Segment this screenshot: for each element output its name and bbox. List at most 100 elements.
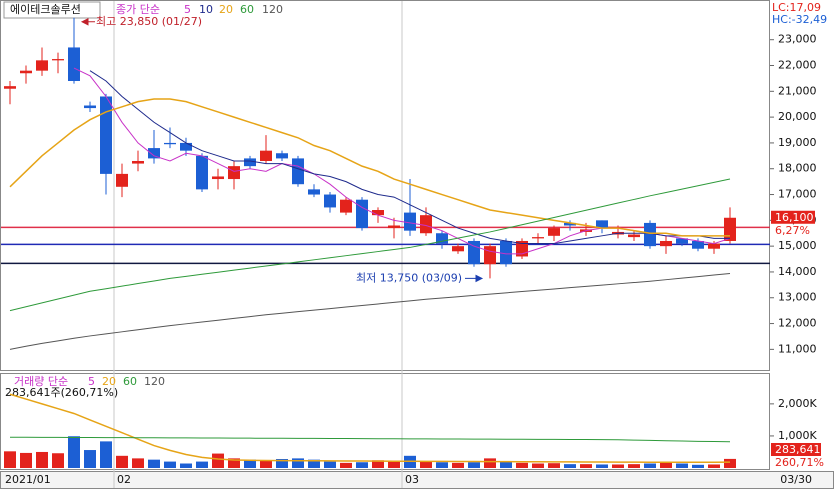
volume-bar [612,464,624,468]
last-volume-label: 283,641 [775,443,821,456]
legend-prefix: 거래량 단순 [14,375,68,388]
volume-bar [100,441,112,468]
volume-bar [644,463,656,468]
volume-bar [164,461,176,468]
low-annotation: 최저 13,750 (03/09) [356,271,462,284]
candle-body [244,158,256,167]
high-annotation: 최고 23,850 (01/27) [96,15,202,28]
legend-item: 20 [219,3,233,16]
candle-body [532,237,544,239]
candle-body [484,246,496,265]
volume-bar [68,436,80,468]
y-tick-label: 15,000 [778,239,817,252]
last-volume-change: 260,71% [775,456,824,469]
candle-body [644,222,656,247]
volume-bar [596,464,608,468]
candle-body [724,217,736,241]
volume-bar [548,463,560,468]
candle-body [180,142,192,151]
candle-body [100,96,112,174]
volume-bar [484,458,496,468]
volume-bar [340,462,352,468]
candle-body [164,142,176,145]
candle-body [548,228,560,236]
candle-body [404,212,416,231]
y-tick-label: 23,000 [778,33,817,46]
candle-body [228,166,240,180]
volume-bar [692,464,704,468]
volume-bar [212,453,224,468]
volume-bar [4,451,16,468]
legend-prefix: 종가 단순 [116,3,160,16]
legend-item: 60 [123,375,137,388]
y-tick-label: 13,000 [778,291,817,304]
candle-body [372,210,384,216]
y-tick-label: 12,000 [778,317,817,330]
volume-bar [388,460,400,468]
candle-body [276,153,288,159]
volume-legend-value: 283,641주(260,71%) [5,386,118,399]
legend-item: 20 [102,375,116,388]
volume-bar [372,460,384,468]
last-change-label: 6,27% [775,224,810,237]
legend-item: 60 [240,3,254,16]
volume-bar [276,459,288,468]
x-tick-label: 03 [405,473,419,486]
ma-line [9,272,731,350]
candle-body [420,215,432,234]
volume-bar [468,462,480,468]
candle-body [4,86,16,89]
volume-bar [292,458,304,468]
candle-body [324,194,336,208]
candle-body [708,243,720,249]
volume-bar [116,455,128,468]
volume-bar [564,464,576,468]
volume-bar [180,463,192,468]
volume-bar [132,458,144,468]
legend-item: 120 [144,375,165,388]
x-tick-label: 2021/01 [5,473,51,486]
candle-body [356,199,368,229]
candle-body [596,220,608,229]
candle-body [260,150,272,161]
volume-bar [628,464,640,468]
candle-body [436,233,448,244]
stock-name: 에이테크솔루션 [10,3,81,16]
volume-bar [260,460,272,468]
candle-body [500,240,512,265]
stock-box[interactable] [3,1,101,19]
volume-bar [516,462,528,468]
y-tick-label: 14,000 [778,265,817,278]
hc-indicator: HC:-32,49 [772,13,827,26]
legend-item: 10 [199,3,213,16]
candle-body [628,234,640,238]
candle-body [36,60,48,71]
volume-bar [36,451,48,468]
candle-body [660,240,672,247]
volume-bar [676,463,688,468]
volume-bar [420,461,432,468]
ma-line [9,436,731,443]
y-tick-label: 19,000 [778,136,817,149]
volume-bar [244,459,256,468]
candle-body [68,47,80,81]
candle-body [196,155,208,190]
candle-body [692,240,704,249]
volume-bar [324,461,336,468]
candle-body [84,105,96,109]
y-tick-label: 20,000 [778,110,817,123]
volume-bar [196,461,208,468]
last-price-box [771,210,815,224]
candle-body [676,238,688,244]
legend-item: 5 [88,375,95,388]
volume-bar [500,461,512,468]
volume-panel [0,373,770,470]
high-arrow [80,17,95,26]
low-arrow [465,274,484,283]
volume-bar [84,450,96,468]
y-tick-label: 1,000K [778,429,817,442]
volume-bar [228,458,240,468]
candle-body [564,222,576,226]
candle-body [20,70,32,74]
